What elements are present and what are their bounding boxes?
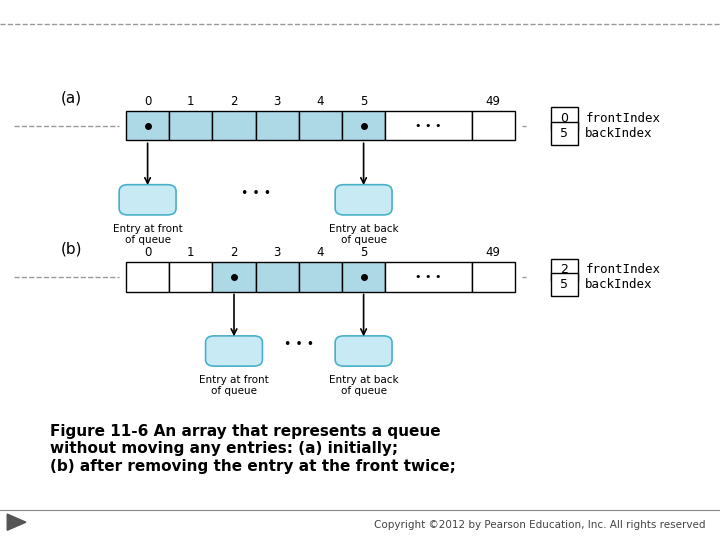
FancyBboxPatch shape xyxy=(342,262,385,292)
FancyBboxPatch shape xyxy=(551,259,578,281)
FancyBboxPatch shape xyxy=(385,262,472,292)
FancyBboxPatch shape xyxy=(551,122,578,145)
Text: • • •: • • • xyxy=(240,187,271,200)
Text: (a): (a) xyxy=(61,90,82,105)
FancyBboxPatch shape xyxy=(335,336,392,366)
Text: 0: 0 xyxy=(144,95,151,108)
FancyBboxPatch shape xyxy=(212,262,256,292)
FancyBboxPatch shape xyxy=(256,262,299,292)
FancyBboxPatch shape xyxy=(126,111,169,140)
Text: 49: 49 xyxy=(486,95,500,108)
Text: • • •: • • • xyxy=(284,338,314,351)
Text: 2: 2 xyxy=(230,95,238,108)
Text: 0: 0 xyxy=(144,246,151,259)
FancyBboxPatch shape xyxy=(126,262,169,292)
FancyBboxPatch shape xyxy=(299,111,342,140)
Text: Entry at front
of queue: Entry at front of queue xyxy=(113,224,182,245)
Text: frontIndex: frontIndex xyxy=(585,112,660,125)
Text: Figure 11-6 An array that represents a queue
without moving any entries: (a) ini: Figure 11-6 An array that represents a q… xyxy=(50,424,456,474)
FancyBboxPatch shape xyxy=(169,111,212,140)
Text: 1: 1 xyxy=(187,246,194,259)
Text: Entry at back
of queue: Entry at back of queue xyxy=(329,224,398,245)
FancyBboxPatch shape xyxy=(206,336,262,366)
Text: frontIndex: frontIndex xyxy=(585,264,660,276)
Polygon shape xyxy=(7,514,26,530)
Text: 49: 49 xyxy=(486,246,500,259)
Text: 3: 3 xyxy=(274,246,281,259)
Text: backIndex: backIndex xyxy=(585,278,653,291)
FancyBboxPatch shape xyxy=(342,111,385,140)
FancyBboxPatch shape xyxy=(299,262,342,292)
Text: 5: 5 xyxy=(360,95,367,108)
FancyBboxPatch shape xyxy=(472,262,515,292)
FancyBboxPatch shape xyxy=(551,273,578,296)
Text: 0: 0 xyxy=(560,112,569,125)
FancyBboxPatch shape xyxy=(551,107,578,130)
Text: 2: 2 xyxy=(561,264,568,276)
Text: 3: 3 xyxy=(274,95,281,108)
FancyBboxPatch shape xyxy=(385,111,472,140)
Text: (b): (b) xyxy=(61,241,83,256)
FancyBboxPatch shape xyxy=(335,185,392,215)
Text: 4: 4 xyxy=(317,95,324,108)
FancyBboxPatch shape xyxy=(119,185,176,215)
Text: • • •: • • • xyxy=(415,272,441,282)
Text: Entry at front
of queue: Entry at front of queue xyxy=(199,375,269,396)
Text: 5: 5 xyxy=(360,246,367,259)
Text: Copyright ©2012 by Pearson Education, Inc. All rights reserved: Copyright ©2012 by Pearson Education, In… xyxy=(374,520,706,530)
Text: 5: 5 xyxy=(560,278,569,291)
FancyBboxPatch shape xyxy=(256,111,299,140)
FancyBboxPatch shape xyxy=(169,262,212,292)
Text: 5: 5 xyxy=(560,127,569,140)
Text: Entry at back
of queue: Entry at back of queue xyxy=(329,375,398,396)
FancyBboxPatch shape xyxy=(212,111,256,140)
Text: 1: 1 xyxy=(187,95,194,108)
Text: • • •: • • • xyxy=(415,120,441,131)
Text: backIndex: backIndex xyxy=(585,127,653,140)
FancyBboxPatch shape xyxy=(472,111,515,140)
Text: 2: 2 xyxy=(230,246,238,259)
Text: 4: 4 xyxy=(317,246,324,259)
